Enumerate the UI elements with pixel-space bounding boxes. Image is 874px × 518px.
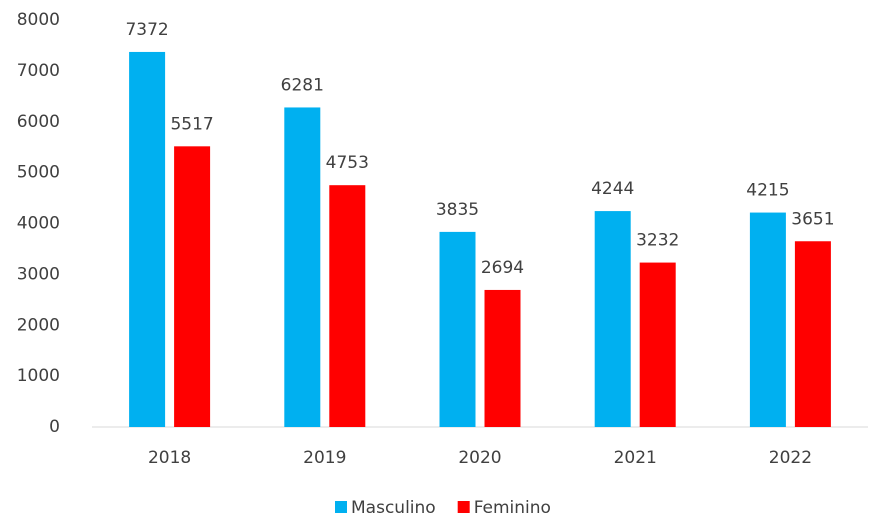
bar [439,231,476,427]
data-label: 7372 [125,20,168,40]
y-tick-label: 5000 [17,163,60,183]
x-tick-label: 2021 [614,448,657,468]
legend-label: Feminino [474,498,551,518]
data-label: 4244 [591,179,634,199]
y-tick-label: 1000 [17,366,60,386]
bar [484,289,521,427]
y-tick-label: 7000 [17,61,60,81]
bar [594,211,631,427]
data-label: 4215 [746,181,789,201]
data-label: 3835 [436,200,479,220]
legend-swatch [457,501,470,513]
data-label: 4753 [326,153,369,173]
data-label: 2694 [481,258,524,278]
legend-swatch [335,501,347,513]
data-label: 3651 [791,209,834,229]
data-label: 3232 [636,231,679,251]
y-tick-label: 8000 [17,10,60,30]
y-tick-label: 0 [49,417,60,437]
bar [749,212,786,427]
y-tick-label: 3000 [17,264,60,284]
bar [174,146,211,427]
data-label: 5517 [170,114,213,134]
bar [284,107,321,427]
legend-label: Masculino [351,498,436,518]
bar [794,241,831,427]
y-tick-label: 6000 [17,112,60,132]
data-label: 6281 [281,75,324,95]
y-tick-label: 2000 [17,315,60,335]
bar [329,185,366,427]
x-tick-label: 2022 [769,448,812,468]
x-tick-label: 2020 [458,448,501,468]
bar [129,51,166,428]
x-tick-label: 2019 [303,448,346,468]
y-tick-label: 4000 [17,214,60,234]
bar [639,262,676,427]
x-tick-label: 2018 [148,448,191,468]
